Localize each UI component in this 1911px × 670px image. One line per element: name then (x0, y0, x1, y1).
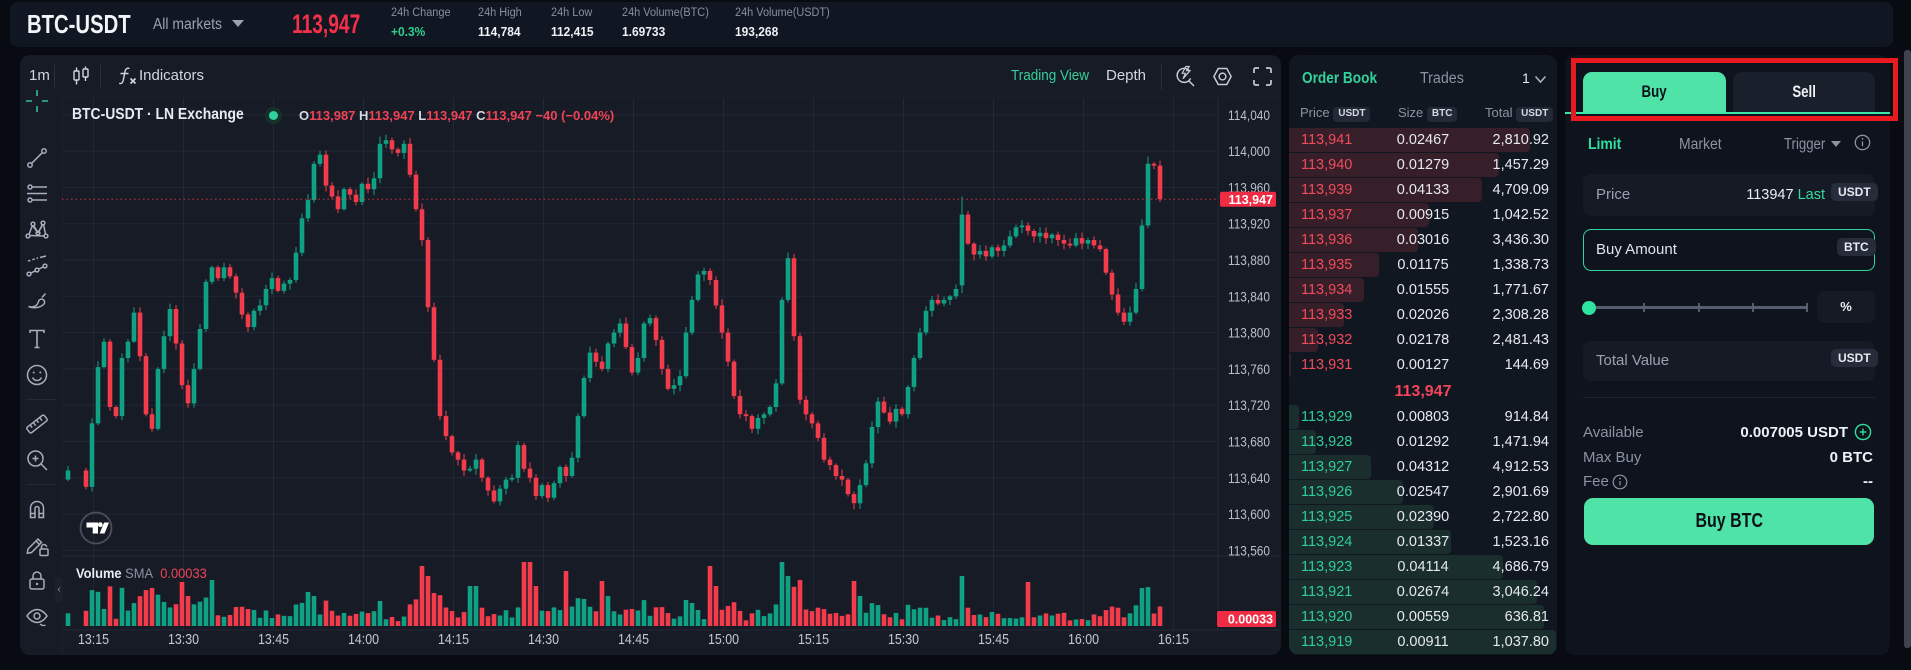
svg-text:114,000: 114,000 (1228, 143, 1270, 159)
svg-text:113,800: 113,800 (1228, 325, 1270, 341)
svg-text:113,560: 113,560 (1228, 542, 1270, 558)
svg-text:13:15: 13:15 (78, 632, 109, 648)
svg-text:113,640: 113,640 (1228, 470, 1270, 486)
svg-text:113,720: 113,720 (1228, 397, 1270, 413)
svg-text:14:00: 14:00 (348, 632, 379, 648)
svg-text:15:30: 15:30 (888, 632, 919, 648)
svg-text:15:15: 15:15 (798, 632, 829, 648)
svg-text:15:00: 15:00 (708, 632, 739, 648)
svg-text:113,680: 113,680 (1228, 434, 1270, 450)
svg-text:16:15: 16:15 (1158, 632, 1189, 648)
svg-text:113,920: 113,920 (1228, 216, 1270, 232)
svg-text:114,040: 114,040 (1228, 107, 1270, 123)
svg-text:113,880: 113,880 (1228, 252, 1270, 268)
svg-text:13:30: 13:30 (168, 632, 199, 648)
svg-text:14:30: 14:30 (528, 632, 559, 648)
svg-text:13:45: 13:45 (258, 632, 289, 648)
svg-text:113,947: 113,947 (1229, 193, 1274, 207)
svg-text:14:15: 14:15 (438, 632, 469, 648)
svg-text:14:45: 14:45 (618, 632, 649, 648)
svg-text:15:45: 15:45 (978, 632, 1009, 648)
svg-text:113,600: 113,600 (1228, 506, 1270, 522)
svg-text:113,760: 113,760 (1228, 361, 1270, 377)
svg-text:113,960: 113,960 (1228, 179, 1270, 195)
svg-text:0.00033: 0.00033 (1228, 613, 1273, 627)
svg-text:113,840: 113,840 (1228, 288, 1270, 304)
svg-text:16:00: 16:00 (1068, 632, 1099, 648)
